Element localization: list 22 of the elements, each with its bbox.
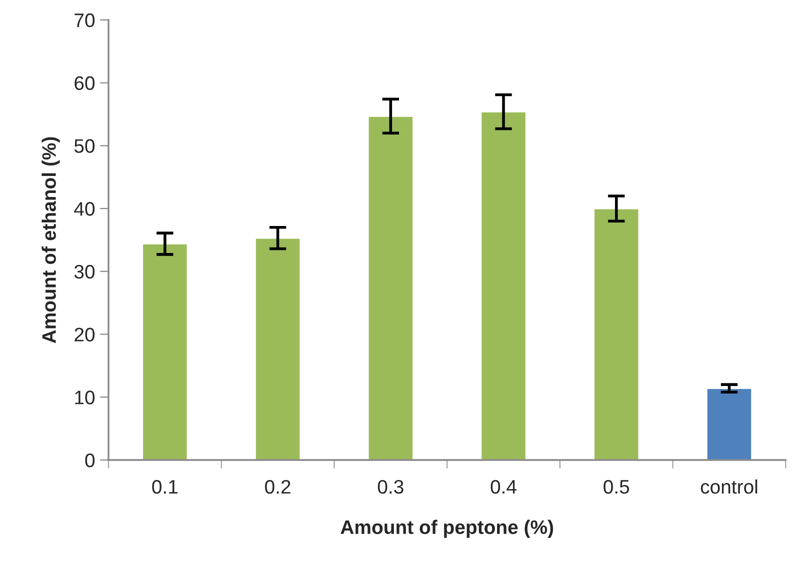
y-tick-label: 60 bbox=[74, 76, 95, 90]
bar bbox=[367, 115, 414, 460]
x-tick-label: 0.2 bbox=[265, 480, 290, 494]
x-tick-label: 0.1 bbox=[152, 480, 178, 494]
bar bbox=[706, 388, 752, 460]
y-tick-label: 40 bbox=[74, 202, 95, 216]
y-axis-title: Amount of ethanol (%) bbox=[42, 137, 60, 344]
x-axis-title: Amount of peptone (%) bbox=[340, 520, 554, 538]
bar bbox=[593, 208, 640, 460]
y-tick-label: 20 bbox=[74, 328, 95, 342]
x-tick-label: control bbox=[700, 479, 758, 494]
bar bbox=[142, 243, 188, 460]
bar bbox=[480, 111, 527, 460]
y-tick-label: 10 bbox=[75, 390, 95, 404]
bar bbox=[254, 237, 302, 460]
y-tick-label: 50 bbox=[74, 139, 95, 153]
y-tick-label: 0 bbox=[85, 453, 95, 468]
y-tick-label: 70 bbox=[74, 13, 95, 28]
y-tick-label: 30 bbox=[74, 264, 95, 279]
x-tick-label: 0.5 bbox=[604, 480, 630, 494]
x-tick-label: 0.3 bbox=[378, 480, 404, 494]
x-tick-label: 0.4 bbox=[490, 480, 516, 494]
